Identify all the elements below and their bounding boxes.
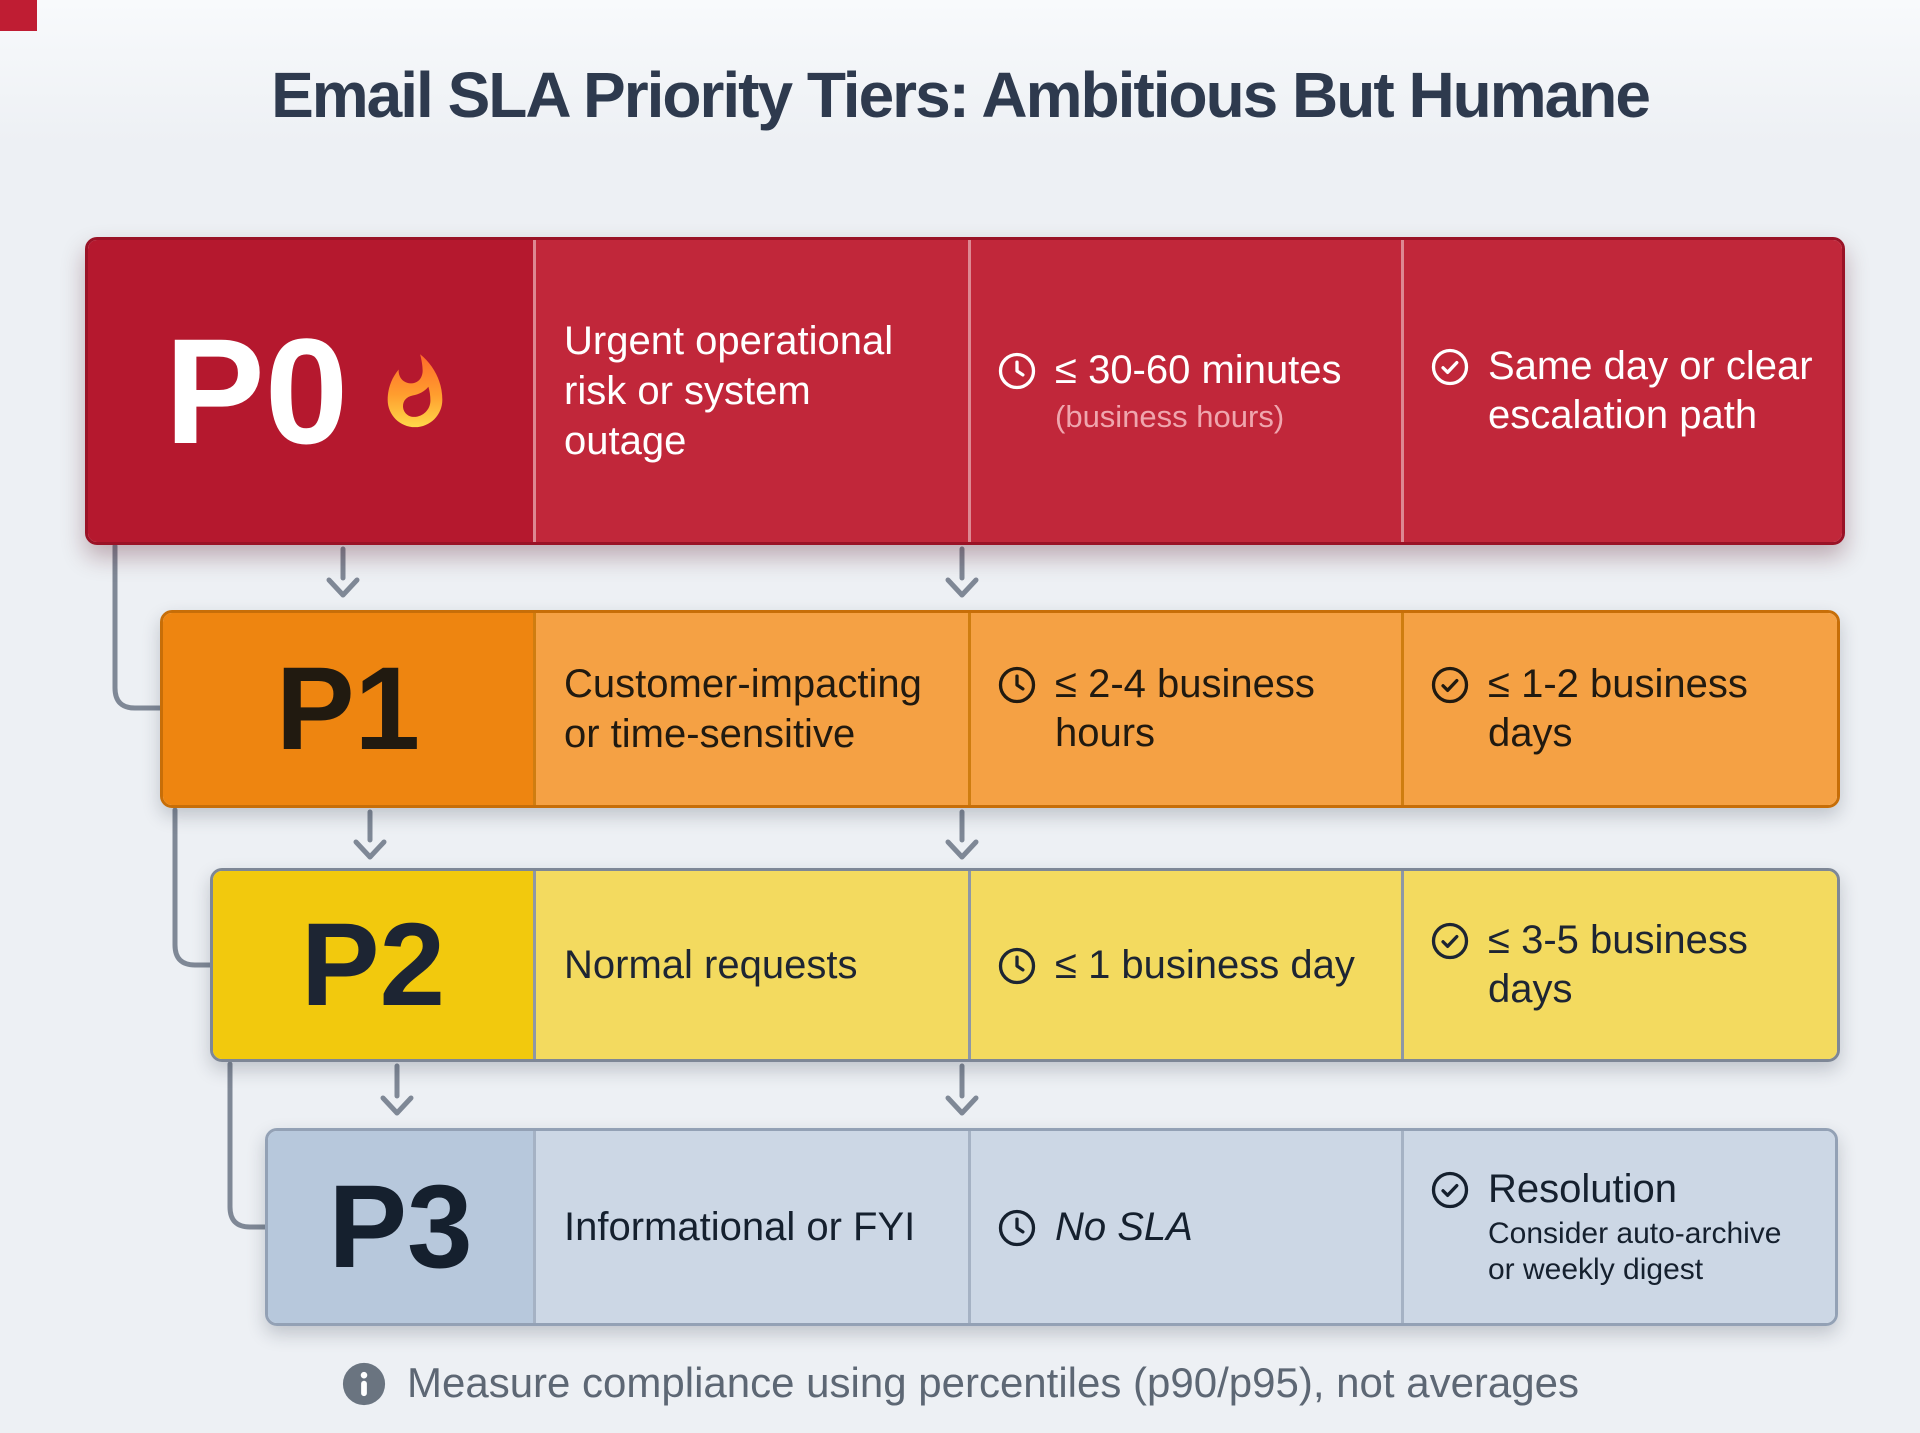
connector-line-p0-p1 bbox=[112, 543, 166, 711]
tier-p3-label-cell: P3 bbox=[268, 1131, 533, 1323]
tier-p3-resolution-note: Consider auto-archive or weekly digest bbox=[1488, 1216, 1782, 1287]
tier-p3-description-cell: Informational or FYI bbox=[533, 1131, 968, 1323]
check-circle-icon bbox=[1428, 1168, 1472, 1212]
tier-p0-description-cell: Urgent operational risk or system outage bbox=[533, 240, 968, 542]
tier-p1-description-cell: Customer-impacting or time-sensitive bbox=[533, 613, 968, 805]
footer-note-text: Measure compliance using percentiles (p9… bbox=[406, 1358, 1579, 1406]
connector-line-p2-p3 bbox=[227, 1061, 271, 1230]
tier-p1-response-time: ≤ 2-4 business hours bbox=[1055, 662, 1315, 755]
tier-p0-response-cell: ≤ 30-60 minutes (business hours) bbox=[968, 240, 1401, 542]
corner-color-swatch bbox=[0, 0, 37, 31]
tier-p2-description-cell: Normal requests bbox=[533, 871, 968, 1059]
tier-row-p2: P2 Normal requests ≤ 1 business day bbox=[210, 868, 1840, 1062]
tier-p1-response-cell: ≤ 2-4 business hours bbox=[968, 613, 1401, 805]
tier-row-p0: P0 Urgent operational risk or system out… bbox=[85, 237, 1845, 545]
connector-line-p1-p2 bbox=[172, 807, 216, 968]
info-icon bbox=[341, 1361, 387, 1407]
flame-icon bbox=[374, 352, 456, 434]
flow-arrow-head bbox=[326, 577, 360, 598]
tier-p0-resolution-cell: Same day or clear escalation path bbox=[1401, 240, 1842, 542]
clock-icon bbox=[995, 663, 1039, 707]
flow-arrow-head bbox=[353, 839, 387, 860]
tier-p3-resolution-cell: Resolution Consider auto-archive or week… bbox=[1401, 1131, 1835, 1323]
tier-row-p1: P1 Customer-impacting or time-sensitive … bbox=[160, 610, 1840, 808]
flow-arrow-head bbox=[380, 1095, 414, 1116]
tier-p3-description: Informational or FYI bbox=[564, 1205, 916, 1249]
page-title: Email SLA Priority Tiers: Ambitious But … bbox=[271, 59, 1651, 131]
tier-p1-resolution: ≤ 1-2 business days bbox=[1488, 662, 1748, 755]
tier-p0-label: P0 bbox=[164, 307, 349, 475]
tier-p2-response-time: ≤ 1 business day bbox=[1055, 942, 1355, 987]
tier-p2-label-cell: P2 bbox=[213, 871, 533, 1059]
tier-p2-response-cell: ≤ 1 business day bbox=[968, 871, 1401, 1059]
tier-p1-description: Customer-impacting or time-sensitive bbox=[564, 662, 922, 756]
tier-p1-label-cell: P1 bbox=[163, 613, 533, 805]
tier-p0-resolution: Same day or clear escalation path bbox=[1488, 344, 1813, 437]
tier-p0-response-note: (business hours) bbox=[1055, 399, 1285, 435]
check-circle-icon bbox=[1428, 919, 1472, 963]
tier-p3-response-time: No SLA bbox=[1055, 1204, 1193, 1249]
tier-p0-label-cell: P0 bbox=[88, 240, 533, 542]
tier-p2-description: Normal requests bbox=[564, 943, 858, 987]
clock-icon bbox=[995, 349, 1039, 393]
tier-row-p3: P3 Informational or FYI No SLA bbox=[265, 1128, 1838, 1326]
clock-icon bbox=[995, 1206, 1039, 1250]
footer-note: Measure compliance using percentiles (p9… bbox=[0, 1358, 1920, 1407]
tier-p3-response-cell: No SLA bbox=[968, 1131, 1401, 1323]
tier-p3-resolution: Resolution bbox=[1488, 1167, 1678, 1211]
check-circle-icon bbox=[1428, 345, 1472, 389]
tier-p3-label: P3 bbox=[328, 1161, 473, 1293]
flow-arrow-head bbox=[945, 839, 979, 860]
check-circle-icon bbox=[1428, 663, 1472, 707]
tier-p2-resolution: ≤ 3-5 business days bbox=[1488, 918, 1748, 1011]
clock-icon bbox=[995, 944, 1039, 988]
flow-arrow-head bbox=[945, 577, 979, 598]
tier-p2-resolution-cell: ≤ 3-5 business days bbox=[1401, 871, 1837, 1059]
tier-p0-description: Urgent operational risk or system outage bbox=[564, 319, 894, 463]
tier-p2-label: P2 bbox=[300, 899, 446, 1031]
tier-p0-response-time: ≤ 30-60 minutes bbox=[1055, 347, 1342, 392]
tier-p1-label: P1 bbox=[275, 643, 421, 775]
tier-p1-resolution-cell: ≤ 1-2 business days bbox=[1401, 613, 1837, 805]
flow-arrow-head bbox=[945, 1095, 979, 1116]
